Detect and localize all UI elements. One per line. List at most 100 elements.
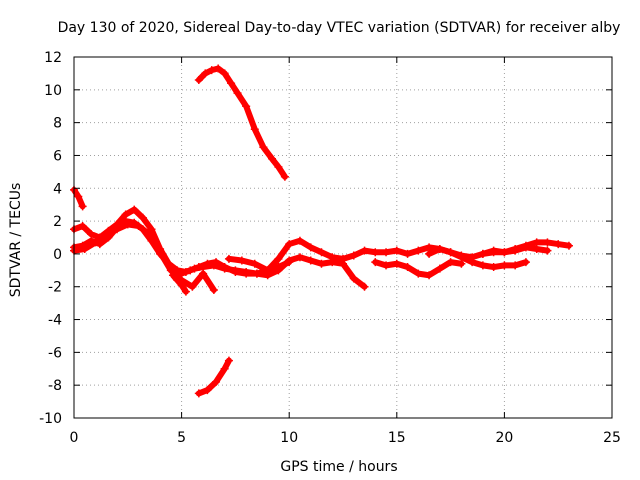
y-tick-label: -2 xyxy=(48,280,62,296)
data-point xyxy=(328,258,337,267)
data-point xyxy=(242,102,251,111)
data-point xyxy=(543,246,552,255)
data-point xyxy=(317,259,326,268)
data-point xyxy=(457,253,466,262)
data-point xyxy=(190,264,199,273)
data-point xyxy=(224,356,233,365)
data-point xyxy=(295,253,304,262)
data-point xyxy=(212,377,221,386)
data-point xyxy=(263,266,272,275)
data-point xyxy=(478,261,487,270)
data-point xyxy=(113,225,122,234)
data-point xyxy=(489,263,498,272)
data-point xyxy=(521,243,530,252)
y-tick-label: 2 xyxy=(53,214,62,230)
data-point xyxy=(392,259,401,268)
data-point xyxy=(435,244,444,253)
data-point xyxy=(201,69,210,78)
x-tick-label: 5 xyxy=(177,430,186,446)
data-point xyxy=(138,213,147,222)
y-tick-label: 8 xyxy=(53,116,62,132)
data-point xyxy=(145,230,154,239)
data-point xyxy=(403,249,412,258)
data-point xyxy=(166,266,175,275)
data-point xyxy=(177,281,186,290)
data-point xyxy=(446,248,455,257)
data-point xyxy=(147,225,156,234)
data-point xyxy=(554,240,563,249)
data-point xyxy=(317,248,326,257)
data-point xyxy=(564,241,573,250)
data-point xyxy=(382,248,391,257)
series-s10 xyxy=(425,244,530,272)
series-s5 xyxy=(168,271,190,296)
data-point xyxy=(181,287,190,296)
plot-frame xyxy=(73,56,613,419)
data-point xyxy=(233,89,242,98)
grid xyxy=(74,57,612,418)
data-point xyxy=(414,269,423,278)
data-point xyxy=(339,259,347,268)
data-point xyxy=(173,276,182,285)
data-point xyxy=(500,248,509,257)
data-point xyxy=(511,261,520,270)
data-point xyxy=(371,258,380,267)
y-tick-label: 0 xyxy=(53,247,62,263)
series-line xyxy=(169,272,189,295)
data-point xyxy=(237,256,246,265)
data-point xyxy=(227,79,236,88)
data-point xyxy=(403,263,412,272)
x-axis-label: GPS time / hours xyxy=(280,459,397,475)
x-tick-label: 10 xyxy=(280,430,298,446)
data-point xyxy=(134,222,143,231)
y-axis-label: SDTVAR / TECUs xyxy=(8,183,24,298)
data-point xyxy=(392,246,401,255)
data-point xyxy=(168,271,177,280)
series-line xyxy=(71,221,217,294)
data-point xyxy=(295,236,304,245)
data-point xyxy=(203,386,212,395)
data-point xyxy=(194,389,203,398)
series-line xyxy=(426,245,529,271)
chart-title: Day 130 of 2020, Sidereal Day-to-day VTE… xyxy=(58,20,621,36)
data-point xyxy=(188,282,197,291)
data-point xyxy=(209,261,218,270)
data-point xyxy=(371,248,380,257)
x-tick-label: 25 xyxy=(603,430,621,446)
y-tick-label: 10 xyxy=(44,83,62,99)
data-point xyxy=(220,364,229,373)
data-point xyxy=(468,258,477,267)
y-tick-label: 4 xyxy=(53,181,62,197)
data-point xyxy=(425,271,434,280)
series-s11 xyxy=(478,243,552,258)
data-point xyxy=(306,256,315,265)
data-point xyxy=(280,172,289,181)
series-s7 xyxy=(194,356,233,398)
data-point xyxy=(220,69,229,78)
data-point xyxy=(267,154,276,163)
data-point xyxy=(446,258,455,267)
series-s9 xyxy=(371,258,466,280)
data-point xyxy=(349,251,358,260)
data-point xyxy=(78,202,87,211)
data-point xyxy=(156,248,165,257)
plot-area xyxy=(70,64,573,398)
data-point xyxy=(80,244,89,253)
data-point xyxy=(130,205,139,214)
data-point xyxy=(349,274,358,283)
data-point xyxy=(259,143,268,152)
data-point xyxy=(382,261,391,270)
data-point xyxy=(414,246,423,255)
data-point xyxy=(220,264,229,273)
data-point xyxy=(250,259,259,268)
data-point xyxy=(250,125,259,134)
data-point xyxy=(123,220,132,229)
series-s6 xyxy=(194,64,289,181)
y-tick-label: 6 xyxy=(53,148,62,164)
data-point xyxy=(242,267,251,276)
data-point xyxy=(194,75,203,84)
x-tick-label: 0 xyxy=(70,430,79,446)
data-point xyxy=(425,249,434,258)
y-tick-label: 12 xyxy=(44,50,62,66)
